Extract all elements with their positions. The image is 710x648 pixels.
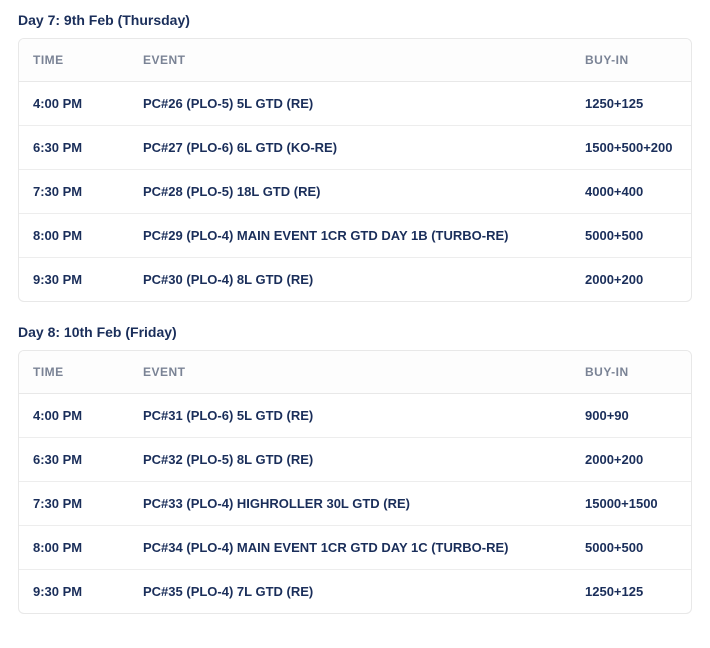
cell-buyin: 5000+500 [571,214,691,258]
cell-time: 9:30 PM [19,258,129,302]
cell-buyin: 1250+125 [571,570,691,614]
table-row: 9:30 PMPC#30 (PLO-4) 8L GTD (RE)2000+200 [19,258,691,302]
table-row: 9:30 PMPC#35 (PLO-4) 7L GTD (RE)1250+125 [19,570,691,614]
cell-event: PC#26 (PLO-5) 5L GTD (RE) [129,82,571,126]
column-header-event: EVENT [129,351,571,394]
column-header-buyin: BUY-IN [571,351,691,394]
cell-event: PC#31 (PLO-6) 5L GTD (RE) [129,394,571,438]
column-header-time: TIME [19,351,129,394]
cell-time: 9:30 PM [19,570,129,614]
cell-event: PC#32 (PLO-5) 8L GTD (RE) [129,438,571,482]
table: TIMEEVENTBUY-IN4:00 PMPC#31 (PLO-6) 5L G… [19,351,691,613]
table-row: 7:30 PMPC#28 (PLO-5) 18L GTD (RE)4000+40… [19,170,691,214]
section-title: Day 7: 9th Feb (Thursday) [18,12,692,28]
table: TIMEEVENTBUY-IN4:00 PMPC#26 (PLO-5) 5L G… [19,39,691,301]
table-row: 4:00 PMPC#31 (PLO-6) 5L GTD (RE)900+90 [19,394,691,438]
cell-buyin: 1250+125 [571,82,691,126]
schedule-table: TIMEEVENTBUY-IN4:00 PMPC#26 (PLO-5) 5L G… [18,38,692,302]
cell-buyin: 4000+400 [571,170,691,214]
cell-time: 8:00 PM [19,214,129,258]
table-row: 4:00 PMPC#26 (PLO-5) 5L GTD (RE)1250+125 [19,82,691,126]
cell-buyin: 2000+200 [571,438,691,482]
cell-event: PC#27 (PLO-6) 6L GTD (KO-RE) [129,126,571,170]
table-header-row: TIMEEVENTBUY-IN [19,39,691,82]
cell-event: PC#29 (PLO-4) MAIN EVENT 1CR GTD DAY 1B … [129,214,571,258]
cell-time: 4:00 PM [19,82,129,126]
cell-buyin: 900+90 [571,394,691,438]
cell-time: 7:30 PM [19,170,129,214]
table-row: 8:00 PMPC#34 (PLO-4) MAIN EVENT 1CR GTD … [19,526,691,570]
schedule-section: Day 7: 9th Feb (Thursday) TIMEEVENTBUY-IN… [18,12,692,302]
cell-event: PC#35 (PLO-4) 7L GTD (RE) [129,570,571,614]
cell-time: 4:00 PM [19,394,129,438]
section-title: Day 8: 10th Feb (Friday) [18,324,692,340]
cell-event: PC#28 (PLO-5) 18L GTD (RE) [129,170,571,214]
schedule-section: Day 8: 10th Feb (Friday)TIMEEVENTBUY-IN4… [18,324,692,614]
cell-buyin: 1500+500+200 [571,126,691,170]
cell-time: 6:30 PM [19,126,129,170]
column-header-buyin: BUY-IN [571,39,691,82]
table-row: 6:30 PMPC#32 (PLO-5) 8L GTD (RE)2000+200 [19,438,691,482]
cell-time: 7:30 PM [19,482,129,526]
cell-event: PC#33 (PLO-4) HIGHROLLER 30L GTD (RE) [129,482,571,526]
schedule-root: Day 7: 9th Feb (Thursday)TIMEEVENTBUY-IN… [18,12,692,614]
cell-buyin: 15000+1500 [571,482,691,526]
column-header-event: EVENT [129,39,571,82]
table-row: 8:00 PMPC#29 (PLO-4) MAIN EVENT 1CR GTD … [19,214,691,258]
cell-event: PC#30 (PLO-4) 8L GTD (RE) [129,258,571,302]
table-row: 7:30 PMPC#33 (PLO-4) HIGHROLLER 30L GTD … [19,482,691,526]
schedule-table: TIMEEVENTBUY-IN4:00 PMPC#31 (PLO-6) 5L G… [18,350,692,614]
cell-buyin: 2000+200 [571,258,691,302]
table-header-row: TIMEEVENTBUY-IN [19,351,691,394]
cell-time: 6:30 PM [19,438,129,482]
cell-time: 8:00 PM [19,526,129,570]
table-row: 6:30 PMPC#27 (PLO-6) 6L GTD (KO-RE)1500+… [19,126,691,170]
cell-event: PC#34 (PLO-4) MAIN EVENT 1CR GTD DAY 1C … [129,526,571,570]
cell-buyin: 5000+500 [571,526,691,570]
column-header-time: TIME [19,39,129,82]
